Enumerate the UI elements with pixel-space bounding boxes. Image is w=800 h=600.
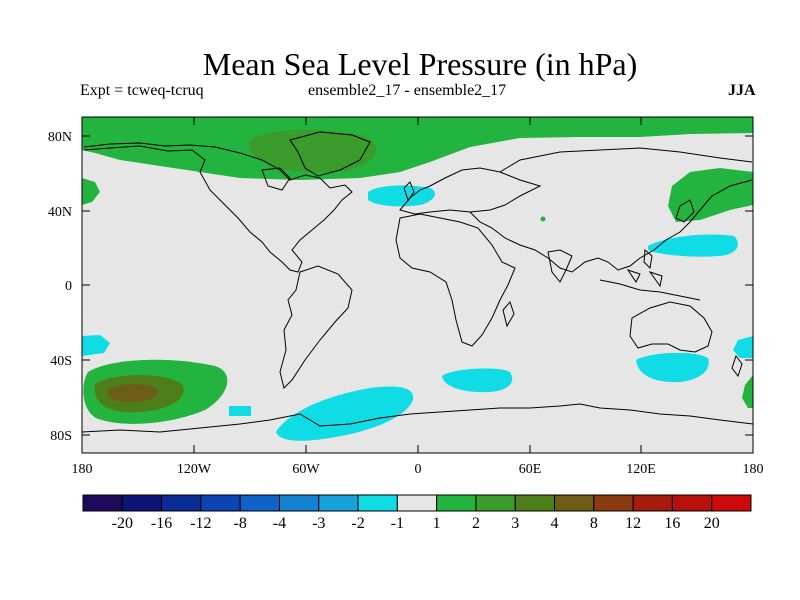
greenland-coast [289,131,371,177]
colorbar-label: 20 [704,515,720,532]
colorbar-label: 16 [664,515,680,532]
colorbar-swatch [632,494,673,512]
colorbar-swatch [200,494,241,512]
colorbar-label: -20 [112,515,133,532]
south-america-coast [279,265,353,389]
colorbar-swatch [475,494,516,512]
north-america-coast [83,142,353,273]
colorbar-swatch [161,494,202,512]
north-atlantic-negative-region [368,185,435,207]
colorbar-swatch [396,494,438,512]
southwest-pacific-negative-region [82,335,110,356]
japan-coast [675,199,695,223]
ensemble-label: ensemble2_17 - ensemble2_17 [308,82,507,99]
colorbar-swatch [514,494,556,512]
india-coast [547,249,573,283]
colorbar-swatch [357,494,398,512]
colorbar-swatch [121,494,163,512]
colorbar-label: -4 [273,515,286,532]
colorbar-swatch [278,494,320,512]
colorbar-swatch [82,494,123,512]
colorbar-swatch [671,494,713,512]
lon-tick-label: 180 [72,462,93,477]
new-zealand-coast [731,354,743,378]
coastlines [82,131,753,433]
madagascar-coast [502,301,515,328]
colorbar-swatch [593,494,634,512]
colorbar-swatch [239,494,280,512]
lon-tick-label: 60W [292,462,320,477]
south-pacific-positive-core [107,384,159,402]
colorbar-label: 1 [433,515,441,532]
contour-fills [82,117,753,441]
south-australia-negative-region [636,352,709,383]
colorbar-label: 4 [551,515,559,532]
longitude-axis: 180 120W 60W 0 60E 120E 180 [72,117,764,477]
hudson-bay-coast [261,167,291,191]
indonesia-coast [599,269,701,301]
colorbar-label: 12 [625,515,641,532]
colorbar-swatch [554,494,595,512]
uk-coast [403,181,415,202]
colorbar-swatch [711,494,752,512]
east-asia-positive-region [668,168,753,222]
arctic-positive-region [82,117,753,180]
lat-tick-label: 0 [65,279,72,294]
east-pacific-negative-region [733,336,753,358]
greenland-positive-core [249,129,377,173]
colorbar-label: 3 [511,515,519,532]
colorbar: -20 -16 -12 -8 -4 -3 -2 -1 1 2 3 4 8 12 16 20 [82,494,752,532]
pacific-west-positive-region [82,178,100,205]
latitude-axis: 80N 40N 0 40S 80S [48,130,753,444]
central-asia-positive-spot [540,216,546,222]
southeast-positive-region [742,375,753,408]
antarctica-coast [82,403,753,433]
colorbar-swatch [436,494,477,512]
lat-tick-label: 80S [50,429,72,444]
lon-tick-label: 60E [519,462,542,477]
colorbar-label: -16 [151,515,172,532]
colorbar-label: 8 [590,515,598,532]
south-indian-negative-region [442,368,513,393]
north-pacific-negative-region [648,234,738,257]
lon-tick-label: 180 [743,462,764,477]
asia-coast [469,147,753,273]
lon-tick-label: 0 [415,462,422,477]
australia-coast [629,301,713,353]
africa-coast [395,213,516,347]
weddell-negative-region [276,386,414,441]
amundsen-negative-spot [229,406,251,416]
colorbar-label: -3 [312,515,325,532]
season-label: JJA [728,82,756,99]
lat-tick-label: 40S [50,354,72,369]
lat-tick-label: 80N [48,130,72,145]
colorbar-swatch [318,494,359,512]
colorbar-label: -2 [351,515,364,532]
philippines-coast [643,248,653,270]
colorbar-label: 2 [472,515,480,532]
europe-coast [399,167,542,215]
colorbar-label: -12 [190,515,211,532]
lon-tick-label: 120W [177,462,212,477]
colorbar-label: -8 [234,515,247,532]
lat-tick-label: 40N [48,205,72,220]
map-title: Mean Sea Level Pressure (in hPa) [202,46,638,82]
colorbar-label: -1 [391,515,404,532]
lon-tick-label: 120E [626,462,656,477]
experiment-label: Expt = tcweq-tcruq [80,82,204,99]
